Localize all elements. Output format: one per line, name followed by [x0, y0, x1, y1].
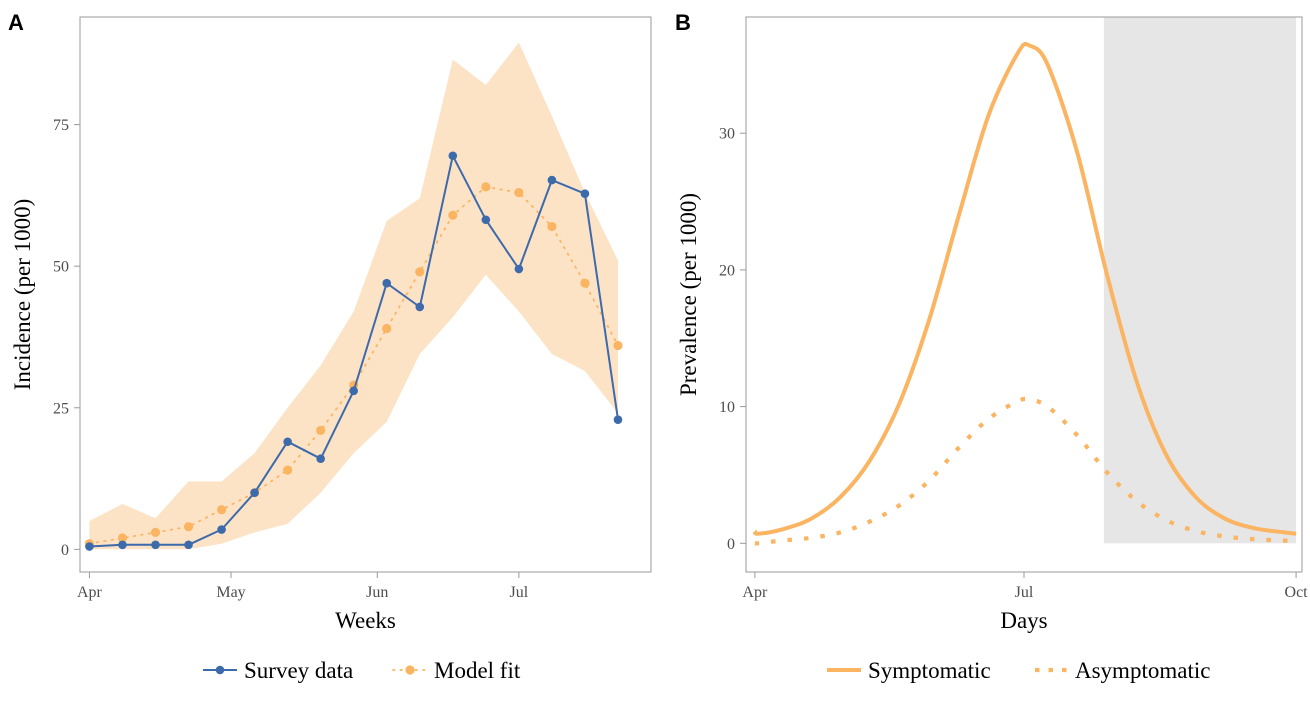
panel-a-chart: 0 25 50 75 Apr May Jun Jul Weeks Incidence (per…: [10, 16, 652, 633]
panel-a-x-tick-label: Jun: [366, 584, 388, 601]
survey-data-point: [481, 215, 491, 225]
shaded-region: [1103, 17, 1297, 544]
panel-b-chart: 0 10 20 30 Apr Jul Oct Days Prevalence (per 10…: [676, 16, 1308, 633]
survey-data-point: [580, 189, 590, 198]
survey-data-point: [613, 415, 623, 424]
model-fit-layer: [84, 182, 623, 549]
panel-a-y-tick-label: 25: [53, 400, 69, 417]
panel-b-x-tick-label: Jul: [1015, 584, 1034, 601]
panel-a-x-tick-label: Jul: [510, 584, 529, 601]
survey-data-point: [283, 437, 292, 447]
panel-a-y-tick-label: 0: [61, 542, 69, 559]
survey-data-point: [217, 525, 226, 534]
legend-right: Symptomatic Asymptomatic: [827, 658, 1210, 683]
panel-a-y-axis-title: Incidence (per 1000): [10, 199, 35, 391]
model-fit-point: [514, 187, 524, 198]
panel-a-y-tick-label: 50: [53, 259, 69, 276]
panel-letter-b: B: [675, 10, 691, 35]
legend-survey-marker: [215, 665, 225, 675]
legend-label-asymptomatic: Asymptomatic: [1075, 658, 1210, 683]
panel-b-y-tick-label: 10: [719, 399, 735, 416]
survey-data-point: [415, 302, 425, 312]
model-fit-band: [89, 42, 618, 550]
survey-data-point: [151, 540, 160, 550]
model-fit-point: [481, 182, 491, 192]
survey-data-layer: [85, 151, 623, 551]
panel-letter-a: A: [8, 10, 24, 35]
model-fit-point: [283, 465, 293, 475]
survey-data-point: [316, 454, 325, 464]
legend-label-symptomatic: Symptomatic: [868, 658, 991, 683]
survey-data-point: [349, 386, 359, 396]
panel-b-y-tick-label: 30: [719, 126, 735, 143]
survey-data-point: [514, 264, 524, 274]
survey-data-point: [448, 151, 458, 161]
model-fit-point: [580, 278, 590, 288]
model-fit-point: [382, 323, 392, 334]
panel-b-x-axis-title: Days: [1000, 608, 1047, 633]
survey-data-point: [85, 542, 94, 551]
panel-b-x-tick-label: Apr: [742, 584, 768, 601]
survey-data-point: [118, 540, 127, 550]
legend-label-survey: Survey data: [244, 658, 353, 683]
symptomatic-line: [752, 41, 1297, 536]
prevalence-lines-layer: [752, 41, 1297, 546]
model-fit-point: [316, 425, 326, 436]
legend-label-model: Model fit: [434, 658, 521, 683]
legend-survey-key: [203, 665, 237, 675]
panel-a-y-tick-label: 75: [53, 117, 69, 134]
model-fit-point: [150, 527, 161, 537]
model-fit-band-layer: [89, 42, 618, 550]
legend-model-key: [392, 665, 428, 675]
panel-b-x-tick-label: Oct: [1285, 584, 1309, 601]
model-fit-point: [415, 267, 425, 277]
panel-a-x-tick-label: May: [216, 584, 245, 601]
model-fit-point: [448, 210, 458, 220]
legend-model-marker: [405, 665, 415, 675]
model-fit-point: [216, 505, 227, 515]
survey-data-point: [250, 488, 259, 498]
panel-a-axes: 0 25 50 75 Apr May Jun Jul: [53, 117, 529, 601]
survey-data-point: [184, 540, 193, 550]
panel-a-x-tick-label: Apr: [77, 584, 103, 601]
model-fit-point: [547, 221, 557, 232]
panel-a-x-axis-title: Weeks: [335, 608, 396, 633]
survey-data-point: [547, 175, 557, 185]
model-fit-point: [183, 522, 194, 532]
panel-b-y-axis-title: Prevalence (per 1000): [676, 193, 701, 396]
asymptomatic-line: [752, 396, 1297, 546]
panel-b-y-tick-label: 0: [727, 536, 735, 553]
panel-b-axes: 0 10 20 30 Apr Jul Oct: [719, 126, 1308, 601]
model-fit-point: [613, 340, 623, 351]
legend-left: Survey data Model fit: [203, 658, 521, 683]
panel-a-frame: [79, 16, 652, 573]
panel-b-y-tick-label: 20: [719, 262, 735, 279]
survey-data-point: [382, 278, 392, 288]
model-fit-point: [117, 533, 128, 543]
